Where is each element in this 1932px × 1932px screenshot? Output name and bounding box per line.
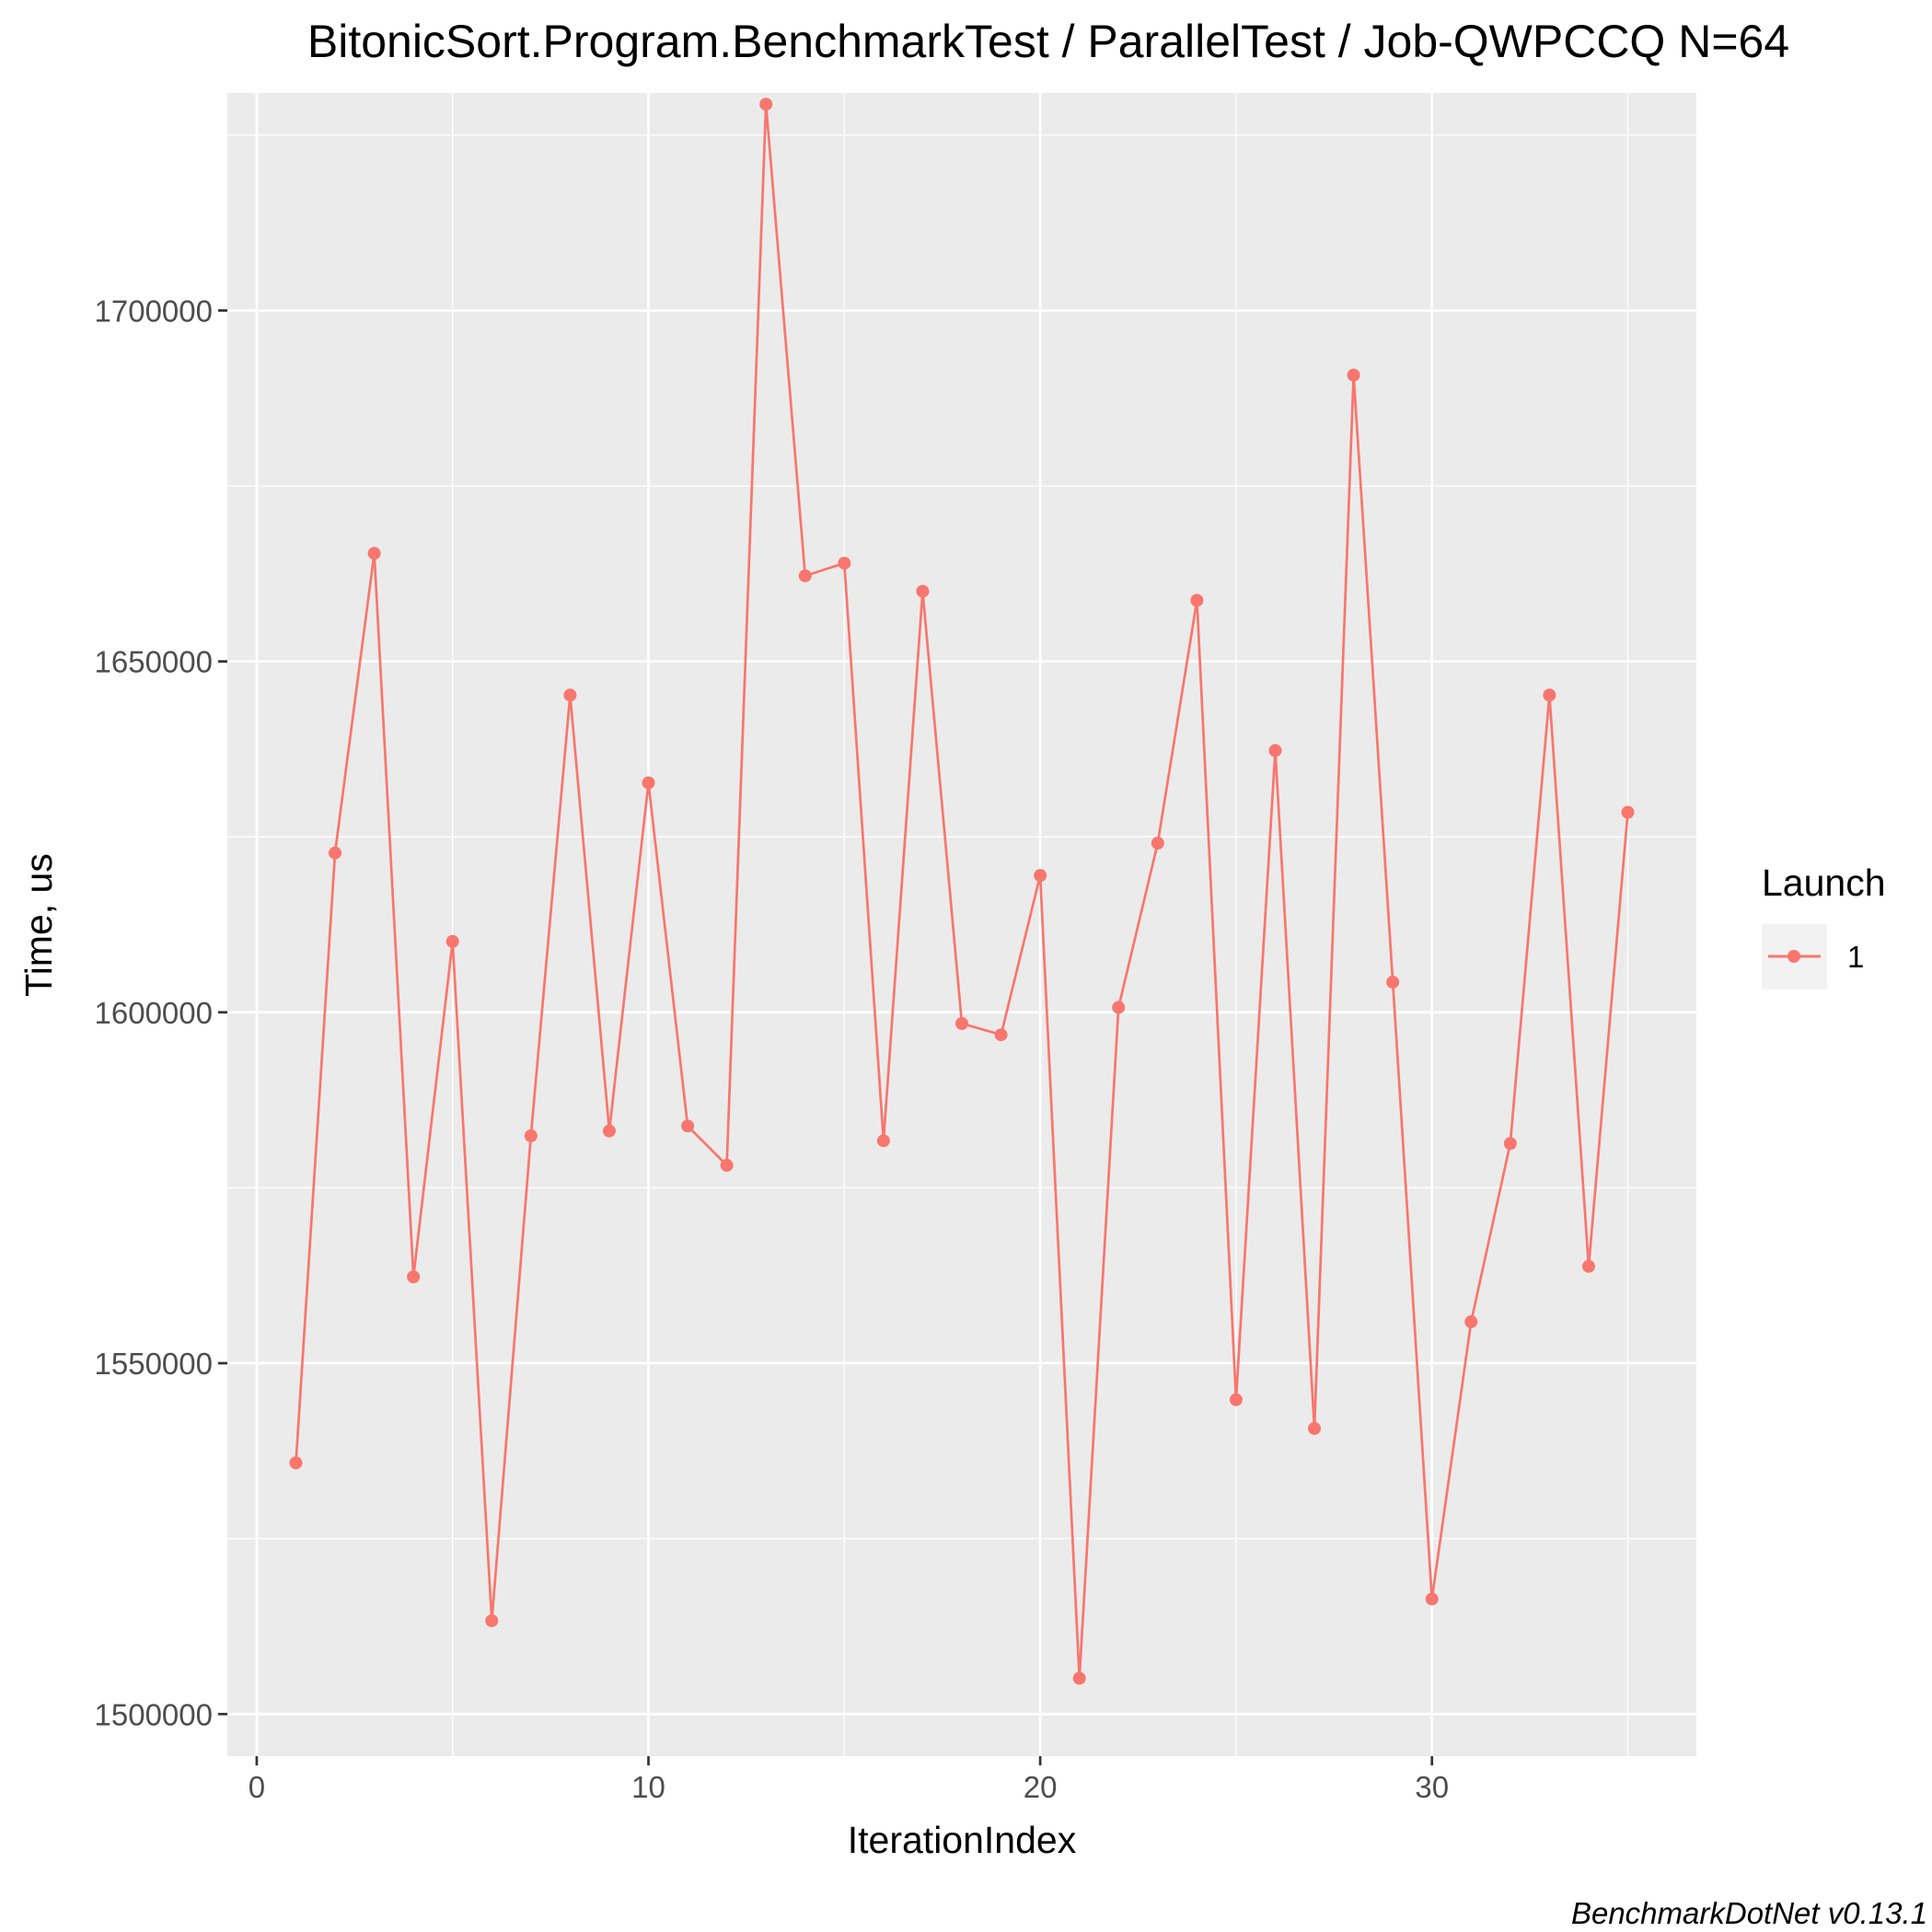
data-point (1268, 744, 1282, 758)
data-point (720, 1159, 734, 1173)
data-point (798, 569, 812, 583)
data-point (445, 934, 459, 948)
data-point (289, 1456, 303, 1470)
major-gridlines (227, 93, 1696, 1756)
legend-title: Launch (1762, 862, 1886, 904)
data-point (838, 556, 851, 570)
data-point (1347, 368, 1360, 382)
series-layer (289, 98, 1635, 1685)
data-point (1543, 688, 1556, 702)
legend: Launch 1 (1762, 862, 1886, 989)
x-tick-label: 30 (1415, 1770, 1449, 1804)
data-point (876, 1134, 890, 1148)
y-tick-label: 1550000 (95, 1347, 213, 1381)
data-point (602, 1124, 616, 1138)
data-point (1112, 1001, 1126, 1014)
data-point (642, 776, 655, 790)
y-tick-label: 1700000 (95, 294, 213, 328)
legend-label-series-1: 1 (1847, 940, 1864, 974)
data-point (1464, 1315, 1478, 1329)
caption: BenchmarkDotNet v0.13.1 (1571, 1896, 1927, 1930)
data-point (681, 1119, 695, 1133)
y-tick-label: 1500000 (95, 1697, 213, 1731)
data-point (1190, 594, 1204, 607)
data-point (994, 1028, 1008, 1042)
data-point (1229, 1393, 1243, 1406)
data-point (1621, 805, 1635, 819)
minor-gridlines (227, 93, 1696, 1756)
x-tick-label: 10 (631, 1770, 665, 1804)
data-point (955, 1017, 968, 1031)
data-point (1581, 1259, 1595, 1273)
data-point (1386, 976, 1400, 989)
data-point (1151, 837, 1164, 850)
y-axis: 1500000 1550000 1600000 1650000 1700000 (95, 294, 227, 1731)
y-axis-title: Time, us (17, 853, 60, 997)
data-point (563, 688, 577, 702)
data-point (1425, 1592, 1439, 1606)
x-axis: 0 10 20 30 (249, 1756, 1449, 1804)
y-tick-label: 1650000 (95, 645, 213, 679)
data-point (1308, 1421, 1322, 1435)
data-point (916, 584, 930, 598)
y-tick-label: 1600000 (95, 996, 213, 1030)
data-point (407, 1270, 421, 1284)
data-point (485, 1614, 499, 1627)
data-point (524, 1128, 538, 1142)
x-tick-label: 0 (249, 1770, 265, 1804)
plot-panel (227, 93, 1696, 1756)
data-point (367, 547, 381, 561)
data-point (1072, 1672, 1086, 1685)
data-point (1503, 1137, 1517, 1151)
x-tick-label: 20 (1024, 1770, 1058, 1804)
legend-key-point (1787, 950, 1800, 963)
data-point (329, 846, 342, 860)
x-axis-title: IterationIndex (848, 1819, 1077, 1861)
data-point (1034, 869, 1047, 883)
data-point (759, 98, 773, 111)
chart-title: BitonicSort.Program.BenchmarkTest / Para… (307, 16, 1789, 67)
